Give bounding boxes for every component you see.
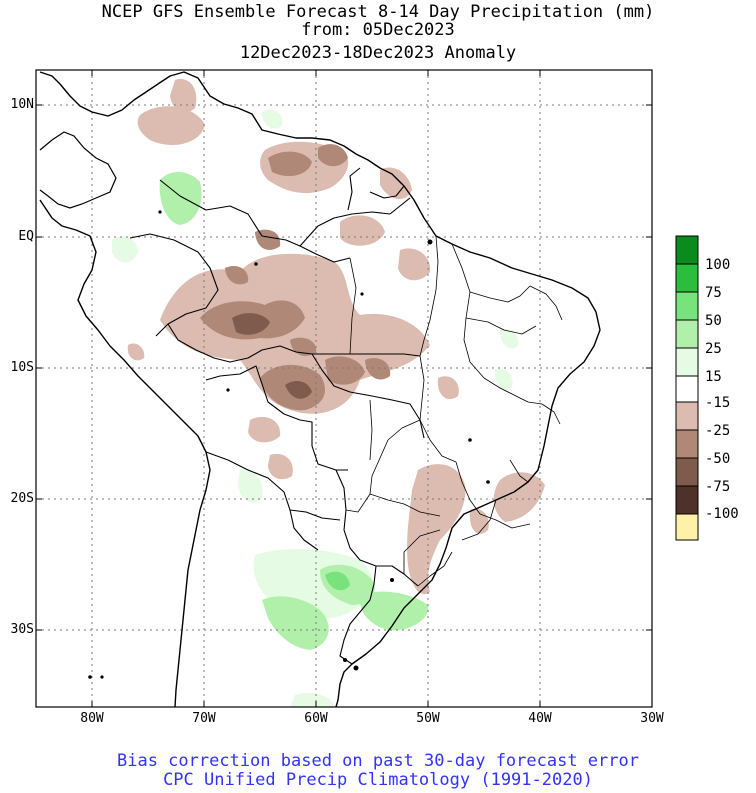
- legend-swatch-10: [675, 513, 699, 541]
- legend-label-100: 100: [705, 257, 731, 273]
- lon-label-40w: 40W: [528, 711, 552, 726]
- legend-swatch-0: [675, 235, 699, 265]
- lake-marks: [88, 210, 490, 679]
- country-borders: [129, 167, 425, 665]
- axis-ticks: [36, 70, 652, 707]
- lon-label-60w: 60W: [304, 711, 328, 726]
- legend-label-minus75: -75: [705, 479, 731, 495]
- legend-swatch-8: [675, 457, 699, 487]
- map-title: NCEP GFS Ensemble Forecast 8-14 Day Prec…: [101, 2, 655, 22]
- legend-swatch-6: [675, 401, 699, 431]
- legend-swatch-1: [675, 263, 699, 293]
- legend-swatch-7: [675, 429, 699, 459]
- panama-coast: [39, 131, 117, 209]
- bias-correction-note: Bias correction based on past 30-day for…: [117, 751, 639, 771]
- lon-label-70w: 70W: [192, 711, 216, 726]
- map-frame: [35, 69, 653, 708]
- forecast-period: 12Dec2023-18Dec2023 Anomaly: [239, 43, 517, 63]
- state-borders: [345, 235, 563, 587]
- legend-label-minus100: -100: [705, 506, 739, 522]
- legend-label-50: 50: [705, 313, 722, 329]
- legend-swatch-5: [675, 375, 699, 403]
- legend-label-15: 15: [705, 369, 722, 385]
- lon-label-80w: 80W: [80, 711, 104, 726]
- south-america-coastline: [39, 71, 601, 707]
- lon-label-50w: 50W: [416, 711, 440, 726]
- lat-label-10n: 10N: [10, 97, 34, 112]
- lon-label-30w: 30W: [640, 711, 664, 726]
- forecast-start-date: from: 05Dec2023: [301, 20, 455, 40]
- legend-label-minus25: -25: [705, 423, 731, 439]
- lat-label-20s: 20S: [10, 491, 34, 506]
- legend-swatch-3: [675, 319, 699, 349]
- lat-label-eq: EQ: [18, 229, 34, 244]
- legend-label-minus15: -15: [705, 395, 731, 411]
- lat-label-30s: 30S: [10, 622, 34, 637]
- strong-dry-areas: [232, 313, 312, 399]
- legend-colorbar: [675, 235, 699, 541]
- legend-swatch-4: [675, 347, 699, 377]
- legend-label-25: 25: [705, 341, 722, 357]
- wet-anomaly-areas: [112, 109, 519, 707]
- legend-swatch-2: [675, 291, 699, 321]
- legend-label-75: 75: [705, 285, 722, 301]
- legend-swatch-9: [675, 485, 699, 515]
- climatology-note: CPC Unified Precip Climatology (1991-202…: [163, 770, 593, 790]
- pacific-coastline: [39, 199, 211, 707]
- legend-label-minus50: -50: [705, 451, 731, 467]
- map-gridlines: [36, 70, 652, 707]
- lat-label-10s: 10S: [10, 360, 34, 375]
